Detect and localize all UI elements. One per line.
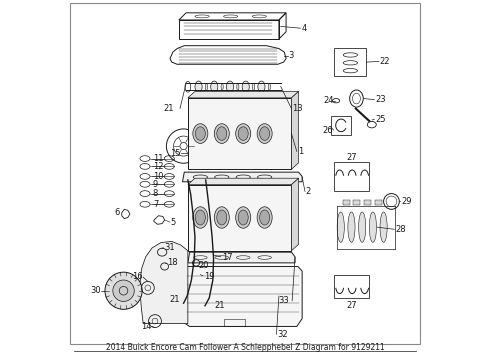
Text: 27: 27 <box>346 301 357 310</box>
Ellipse shape <box>260 127 270 140</box>
Text: 24: 24 <box>324 96 334 105</box>
Ellipse shape <box>268 83 270 90</box>
Polygon shape <box>182 172 302 182</box>
Ellipse shape <box>380 212 387 242</box>
Text: 21: 21 <box>170 295 180 304</box>
Polygon shape <box>188 252 295 263</box>
Ellipse shape <box>226 81 234 93</box>
Ellipse shape <box>258 81 265 93</box>
Text: 32: 32 <box>277 330 288 339</box>
Text: 29: 29 <box>401 197 412 206</box>
Ellipse shape <box>205 83 207 90</box>
Polygon shape <box>353 201 360 205</box>
Text: 8: 8 <box>153 189 158 198</box>
Ellipse shape <box>193 124 208 143</box>
Text: 21: 21 <box>163 104 173 113</box>
Text: 27: 27 <box>346 153 357 162</box>
Polygon shape <box>140 242 188 324</box>
Bar <box>334 275 369 298</box>
Ellipse shape <box>214 124 229 143</box>
Text: 25: 25 <box>375 115 386 124</box>
Ellipse shape <box>348 212 355 242</box>
Ellipse shape <box>257 124 272 143</box>
Text: 10: 10 <box>153 172 163 181</box>
Polygon shape <box>343 201 350 205</box>
Ellipse shape <box>196 127 205 140</box>
Text: 31: 31 <box>164 243 175 252</box>
Text: 1: 1 <box>298 147 303 156</box>
Bar <box>188 185 292 251</box>
Text: 7: 7 <box>153 200 158 209</box>
Circle shape <box>113 280 134 301</box>
Text: 17: 17 <box>222 253 232 262</box>
Ellipse shape <box>238 210 248 225</box>
Text: 2014 Buick Encore Cam Follower A Schlepphebel Z Diagram for 9129211: 2014 Buick Encore Cam Follower A Schlepp… <box>106 343 384 352</box>
Text: 4: 4 <box>301 24 307 33</box>
Text: 33: 33 <box>278 296 289 305</box>
Text: 22: 22 <box>380 57 390 66</box>
Text: 19: 19 <box>204 272 215 281</box>
Bar <box>334 48 367 76</box>
Text: 21: 21 <box>215 301 225 310</box>
Text: 2: 2 <box>306 187 311 196</box>
Polygon shape <box>188 91 298 98</box>
Ellipse shape <box>337 212 344 242</box>
Ellipse shape <box>257 207 272 228</box>
Polygon shape <box>292 178 298 251</box>
Polygon shape <box>364 201 371 205</box>
Ellipse shape <box>359 212 366 242</box>
Text: 11: 11 <box>153 154 163 163</box>
Bar <box>331 116 351 135</box>
Ellipse shape <box>242 81 249 93</box>
Text: 9: 9 <box>153 180 158 189</box>
Ellipse shape <box>236 124 251 143</box>
Ellipse shape <box>221 83 223 90</box>
Text: 20: 20 <box>198 261 209 270</box>
Text: 5: 5 <box>171 218 176 227</box>
Text: 26: 26 <box>322 126 333 135</box>
Ellipse shape <box>260 210 270 225</box>
Bar <box>334 162 369 192</box>
Ellipse shape <box>369 212 376 242</box>
Ellipse shape <box>196 210 205 225</box>
Text: 23: 23 <box>375 95 386 104</box>
Text: 13: 13 <box>293 104 303 113</box>
Polygon shape <box>375 201 382 205</box>
Circle shape <box>105 272 142 309</box>
Polygon shape <box>184 266 302 327</box>
Polygon shape <box>292 91 298 169</box>
Text: 28: 28 <box>395 225 406 234</box>
Ellipse shape <box>236 207 251 228</box>
Text: 30: 30 <box>90 286 100 295</box>
Ellipse shape <box>195 81 202 93</box>
Text: 14: 14 <box>141 322 151 331</box>
Ellipse shape <box>217 127 227 140</box>
Ellipse shape <box>211 81 218 93</box>
Text: 6: 6 <box>115 208 120 217</box>
Text: 16: 16 <box>132 272 143 281</box>
Bar <box>223 319 245 326</box>
Text: 3: 3 <box>289 51 294 60</box>
Ellipse shape <box>238 127 248 140</box>
Ellipse shape <box>252 83 255 90</box>
Ellipse shape <box>217 210 227 225</box>
Ellipse shape <box>214 207 229 228</box>
Bar <box>188 98 292 169</box>
Polygon shape <box>188 178 298 185</box>
Ellipse shape <box>237 83 239 90</box>
Ellipse shape <box>193 207 208 228</box>
Text: 18: 18 <box>167 258 178 267</box>
Text: 15: 15 <box>170 149 181 158</box>
Text: 12: 12 <box>153 162 163 171</box>
